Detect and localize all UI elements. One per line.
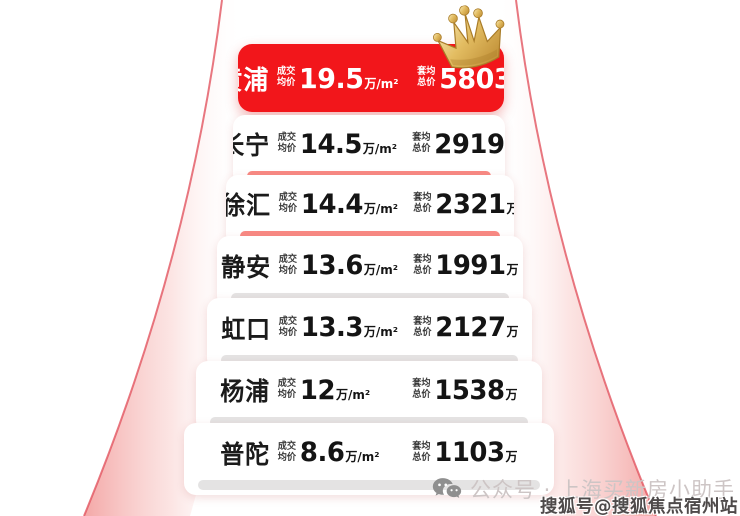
avg-price-group: 成交 均价 13.6 万/m²	[279, 250, 406, 281]
total-price-label: 套均 总价	[413, 192, 432, 215]
district-name: 静安	[221, 252, 272, 282]
avg-price-group: 成交 均价 14.4 万/m²	[279, 189, 406, 220]
left-edge-line	[83, 0, 223, 516]
total-price-value: 1538 万	[434, 374, 518, 406]
podium-row-yangpu: 杨浦 成交 均价 12 万/m² 套均 总价 1538 万	[196, 361, 542, 432]
label-line: 均价	[278, 326, 297, 338]
avg-price-group: 成交 均价 12 万/m²	[278, 375, 405, 406]
total-price-group: 套均 总价 2321 万	[413, 189, 514, 220]
wechat-watermark-text: 公众号 · 上海买新房小助手	[470, 478, 736, 502]
wechat-watermark: 公众号 · 上海买新房小助手	[432, 474, 735, 504]
avg-price-value: 14.4 万/m²	[301, 188, 399, 220]
avg-price-value: 13.3 万/m²	[300, 312, 398, 343]
district-name: 徐汇	[226, 191, 272, 220]
avg-price-label: 成交 均价	[277, 378, 297, 401]
avg-price-group: 成交 均价 19.5 万/m²	[277, 62, 409, 95]
label-line: 总价	[413, 203, 432, 214]
total-price-value: 2321 万	[435, 188, 514, 220]
total-price-value: 1991 万	[435, 250, 519, 281]
total-price-label: 套均 总价	[412, 378, 431, 401]
total-price-group: 套均 总价 1991 万	[413, 250, 518, 281]
total-price-value: 2919 万	[434, 128, 505, 160]
label-line: 总价	[412, 451, 431, 463]
label-line: 成交	[277, 378, 297, 390]
label-line: 套均	[412, 440, 431, 452]
total-price-group: 套均 总价 1103 万	[412, 437, 517, 468]
avg-price-value: 19.5 万/m²	[298, 61, 399, 95]
avg-price-label: 成交 均价	[276, 66, 295, 89]
total-price-label: 套均 总价	[413, 253, 432, 277]
avg-price-group: 成交 均价 8.6 万/m²	[278, 437, 405, 468]
label-line: 套均	[412, 315, 432, 327]
total-price-group: 套均 总价 1538 万	[412, 375, 517, 406]
rank-strip	[198, 480, 540, 490]
district-name: 杨浦	[220, 377, 271, 406]
label-line: 均价	[278, 203, 298, 214]
avg-price-group: 成交 均价 13.3 万/m²	[278, 312, 405, 343]
avg-price-value: 12 万/m²	[300, 374, 371, 406]
label-line: 成交	[276, 66, 295, 78]
avg-price-value: 8.6 万/m²	[300, 437, 380, 468]
wechat-icon	[432, 478, 462, 498]
label-line: 总价	[416, 77, 436, 88]
label-line: 成交	[277, 132, 297, 144]
label-line: 总价	[412, 143, 431, 154]
label-line: 成交	[277, 440, 297, 452]
total-price-label: 套均 总价	[416, 66, 436, 89]
label-line: 成交	[278, 253, 298, 265]
avg-price-label: 成交 均价	[277, 440, 297, 464]
label-line: 总价	[412, 326, 432, 338]
sohu-watermark-text: 搜狐号@搜狐焦点宿州站	[540, 497, 738, 516]
avg-price-label: 成交 均价	[277, 132, 297, 155]
label-line: 套均	[413, 192, 432, 204]
right-edge-line	[515, 0, 657, 516]
label-line: 均价	[277, 143, 297, 154]
total-price-label: 套均 总价	[412, 315, 432, 339]
label-line: 套均	[416, 66, 436, 78]
avg-price-value: 14.5 万/m²	[300, 128, 398, 160]
podium-row-putuo: 普陀 成交 均价 8.6 万/m² 套均 总价 1103 万	[184, 423, 554, 495]
total-price-label: 套均 总价	[412, 132, 431, 155]
district-name: 黄浦	[238, 65, 270, 96]
total-price-label: 套均 总价	[412, 440, 431, 464]
label-line: 总价	[413, 264, 432, 276]
label-line: 套均	[412, 132, 431, 144]
label-line: 均价	[277, 389, 297, 400]
total-price-value: 1103 万	[434, 437, 518, 468]
crown-icon	[432, 5, 505, 69]
rank-strip	[221, 355, 518, 365]
label-line: 均价	[277, 451, 297, 463]
avg-price-label: 成交 均价	[278, 253, 298, 277]
label-line: 总价	[412, 389, 431, 400]
total-price-value: 2127 万	[434, 312, 519, 343]
podium-row-hongkou: 虹口 成交 均价 13.3 万/m² 套均 总价 2127 万	[207, 298, 532, 370]
label-line: 套均	[412, 378, 431, 390]
district-name: 普陀	[220, 439, 271, 469]
total-price-group: 套均 总价 2919 万	[412, 129, 505, 160]
total-price-group: 套均 总价 2127 万	[413, 312, 518, 343]
label-line: 成交	[278, 315, 297, 327]
avg-price-value: 13.6 万/m²	[301, 250, 399, 281]
rank-strip	[210, 417, 528, 427]
avg-price-label: 成交 均价	[278, 315, 297, 339]
district-name: 虹口	[220, 314, 271, 344]
label-line: 套均	[413, 253, 432, 265]
label-line: 均价	[278, 264, 298, 276]
label-line: 均价	[276, 77, 295, 88]
district-name: 长宁	[233, 131, 271, 160]
avg-price-group: 成交 均价 14.5 万/m²	[278, 129, 405, 160]
avg-price-label: 成交 均价	[278, 192, 298, 215]
label-line: 成交	[278, 192, 298, 204]
